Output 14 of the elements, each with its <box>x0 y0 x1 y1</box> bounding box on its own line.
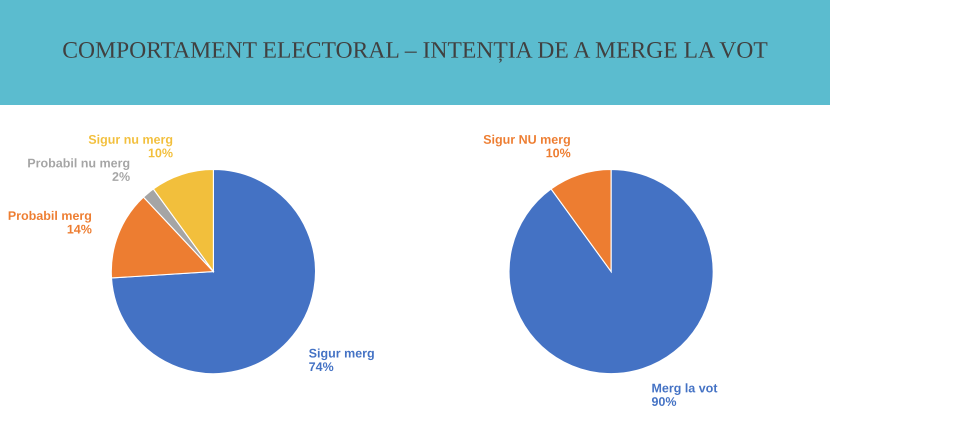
slice-label: Sigur nu merg <box>88 134 172 146</box>
slice-label: Merg la vot <box>652 383 718 395</box>
data-label: 2% <box>112 172 130 181</box>
slice-label: Probabil merg <box>8 210 92 223</box>
data-label: 74% <box>309 362 334 372</box>
chart-title: COMPORTAMENT ELECTORAL – INTENȚIA DE A MERGE LA VOT <box>63 42 768 63</box>
data-label: 90% <box>652 397 676 406</box>
slice-label: Sigur merg <box>309 348 374 360</box>
data-label: 14% <box>68 224 92 234</box>
pie-slice <box>508 168 714 374</box>
data-label: 10% <box>148 148 173 158</box>
slice-label: Sigur NU merg <box>484 134 570 146</box>
slice-label: Probabil nu merg <box>28 158 130 170</box>
data-label: 10% <box>546 148 570 158</box>
